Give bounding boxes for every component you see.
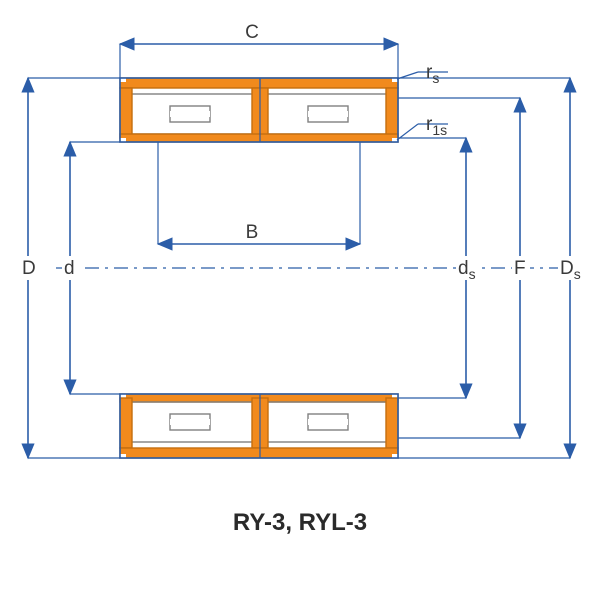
label-D: D bbox=[22, 258, 36, 279]
label-rs: rs bbox=[426, 62, 439, 86]
roller-bl bbox=[170, 414, 210, 430]
label-r1s: r1s bbox=[426, 114, 447, 138]
label-F: F bbox=[514, 258, 526, 279]
bearing-diagram: C B D d ds F Ds rs r1s RY-3, RYL-3 bbox=[0, 0, 600, 600]
label-B: B bbox=[246, 222, 259, 243]
diagram-title: RY-3, RYL-3 bbox=[233, 509, 367, 536]
lower-half bbox=[120, 394, 398, 458]
label-C: C bbox=[245, 22, 259, 43]
labels: C B D d ds F Ds rs r1s bbox=[20, 22, 586, 282]
roller-tl bbox=[170, 106, 210, 122]
roller-tr bbox=[308, 106, 348, 122]
roller-br bbox=[308, 414, 348, 430]
label-d-inner: d bbox=[64, 258, 75, 279]
upper-half bbox=[120, 78, 398, 142]
